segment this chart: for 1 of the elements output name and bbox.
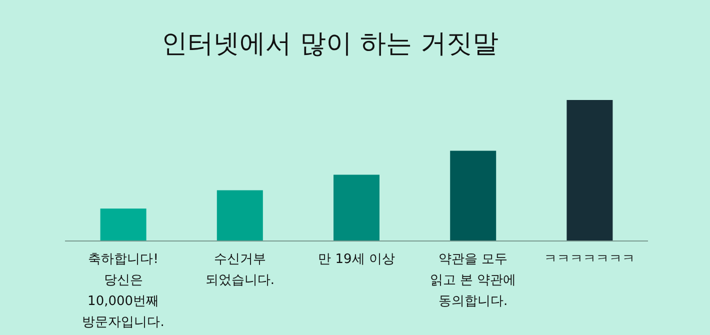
title: 인터넷에서 많이 하는 거짓말 <box>162 29 498 59</box>
